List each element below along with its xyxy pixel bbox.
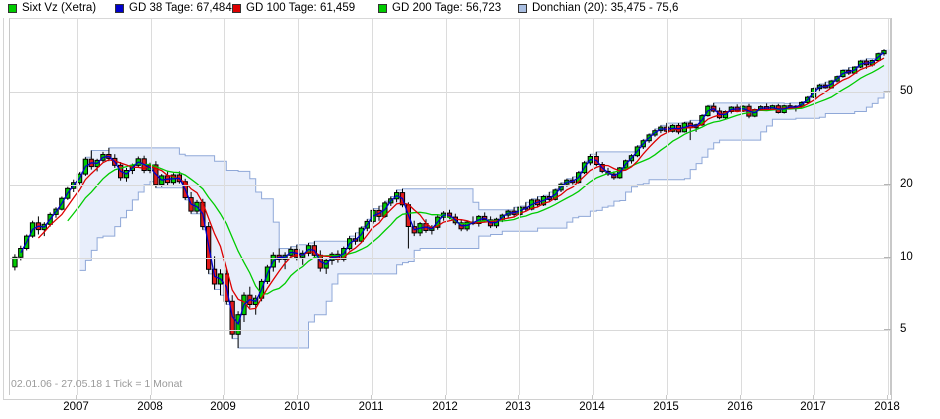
legend-label: GD 200 Tage: 56,723 (392, 1, 502, 14)
legend-item-series-price[interactable]: Sixt Vz (Xetra) (8, 1, 97, 14)
gd38-line (20, 51, 885, 326)
x-gridline (77, 19, 78, 395)
chart-range-footer: 02.01.06 - 27.05.18 1 Tick = 1 Monat (11, 378, 183, 390)
x-gridline (224, 19, 225, 395)
x-axis-tick-mark (150, 395, 151, 400)
y-axis-tick-label: 10 (900, 251, 913, 263)
legend-swatch-icon (378, 3, 387, 13)
x-axis-tick-label: 2018 (874, 401, 900, 413)
chart-plot-area[interactable] (9, 18, 891, 395)
x-axis-tick-mark (445, 395, 446, 400)
y-gridline (10, 185, 890, 186)
legend-label: Donchian (20): 35,475 - 75,6 (532, 1, 679, 14)
y-axis-tick-mark (884, 329, 891, 330)
legend-label: GD 100 Tage: 61,459 (246, 1, 356, 14)
x-axis-line (3, 399, 891, 400)
legend-item-series-donchian[interactable]: Donchian (20): 35,475 - 75,6 (518, 1, 679, 14)
x-gridline (667, 19, 668, 395)
x-axis-tick-mark (813, 395, 814, 400)
candlestick-canvas (12, 49, 890, 349)
y-gridline (10, 258, 890, 259)
x-axis-tick-mark (887, 395, 888, 400)
x-gridline (298, 19, 299, 395)
x-axis-tick-mark (371, 395, 372, 400)
candle-body-up (18, 248, 24, 258)
x-axis-tick-label: 2014 (579, 401, 605, 413)
x-axis-tick-mark (518, 395, 519, 400)
x-gridline (741, 19, 742, 395)
legend-label: GD 38 Tage: 67,484 (129, 1, 232, 14)
x-gridline (888, 19, 889, 395)
legend-item-series-gd38[interactable]: GD 38 Tage: 67,484 (115, 1, 232, 14)
y-axis-tick-label: 5 (900, 323, 907, 335)
legend-item-series-gd100[interactable]: GD 100 Tage: 61,459 (232, 1, 356, 14)
x-axis-tick-mark (76, 395, 77, 400)
x-axis-tick-label: 2016 (727, 401, 753, 413)
x-axis-tick-mark (666, 395, 667, 400)
y-axis-tick-mark (884, 184, 891, 185)
y-gridline (10, 330, 890, 331)
legend-swatch-icon (8, 3, 17, 13)
x-axis-tick-label: 2012 (432, 401, 458, 413)
legend-swatch-icon (232, 3, 241, 13)
candle-body-up (12, 256, 18, 268)
legend-label: Sixt Vz (Xetra) (22, 1, 97, 14)
gd100-line (37, 57, 885, 310)
x-gridline (446, 19, 447, 395)
y-gridline (10, 92, 890, 93)
legend-swatch-icon (518, 3, 527, 13)
y-axis-line (891, 18, 892, 400)
legend-item-series-gd200[interactable]: GD 200 Tage: 56,723 (378, 1, 502, 14)
frame-outer-line (3, 18, 4, 400)
x-axis-tick-label: 2008 (137, 401, 163, 413)
x-gridline (593, 19, 594, 395)
candle-body-down (229, 300, 235, 335)
x-axis-tick-mark (297, 395, 298, 400)
x-axis-tick-label: 2013 (505, 401, 531, 413)
x-axis-tick-label: 2007 (63, 401, 89, 413)
x-gridline (372, 19, 373, 395)
x-gridline (814, 19, 815, 395)
y-axis-tick-mark (884, 91, 891, 92)
x-axis-tick-label: 2010 (284, 401, 310, 413)
x-gridline (519, 19, 520, 395)
x-axis-tick-label: 2009 (210, 401, 236, 413)
y-axis-tick-label: 20 (900, 178, 913, 190)
x-axis-tick-mark (223, 395, 224, 400)
x-axis-tick-label: 2017 (800, 401, 826, 413)
legend-swatch-icon (115, 3, 124, 13)
x-axis-tick-label: 2015 (653, 401, 679, 413)
x-axis-tick-label: 2011 (358, 401, 384, 413)
y-axis-tick-mark (884, 257, 891, 258)
x-axis-tick-mark (740, 395, 741, 400)
y-axis-tick-label: 50 (900, 85, 913, 97)
chart-legend: Sixt Vz (Xetra) GD 38 Tage: 67,484 GD 100 … (0, 0, 940, 16)
x-gridline (151, 19, 152, 395)
donchian-band-fill (79, 49, 890, 348)
x-axis-tick-mark (592, 395, 593, 400)
